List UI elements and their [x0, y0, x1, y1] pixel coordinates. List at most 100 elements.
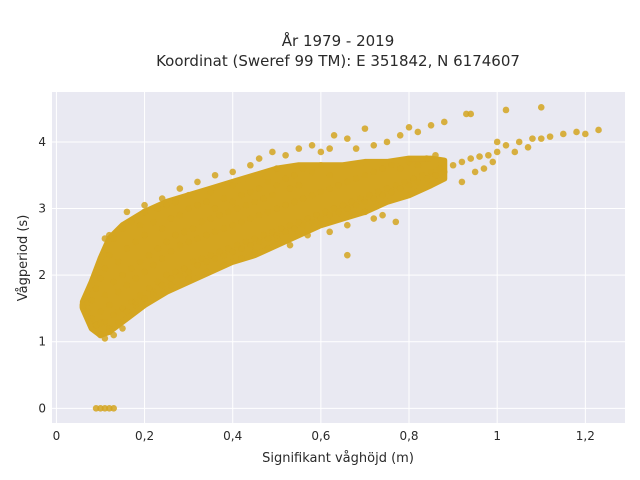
scatter-point	[458, 178, 466, 186]
scatter-point	[317, 148, 325, 156]
scatter-point	[273, 205, 281, 212]
scatter-point	[154, 245, 162, 252]
scatter-point	[220, 225, 228, 232]
scatter-point	[361, 208, 369, 216]
scatter-point	[123, 245, 131, 252]
scatter-point	[405, 158, 413, 166]
scatter-point	[405, 181, 413, 189]
scatter-point	[229, 181, 237, 189]
scatter-point	[167, 275, 175, 282]
scatter-point	[264, 245, 272, 252]
scatter-point	[97, 319, 104, 327]
scatter-point	[92, 285, 100, 292]
scatter-point	[158, 255, 166, 262]
scatter-point	[299, 195, 307, 202]
scatter-point	[511, 148, 519, 156]
scatter-point	[163, 238, 170, 246]
scatter-point	[238, 255, 245, 262]
scatter-point	[304, 231, 311, 239]
scatter-point	[154, 205, 162, 212]
scatter-point	[79, 301, 87, 309]
scatter-point	[141, 268, 148, 276]
scatter-point	[114, 318, 122, 326]
scatter-point	[344, 135, 351, 142]
scatter-point	[92, 405, 100, 412]
scatter-point	[141, 208, 148, 216]
scatter-point	[132, 275, 140, 282]
scatter-point	[97, 308, 104, 316]
chart-title-line-1: År 1979 - 2019	[282, 31, 395, 50]
scatter-point	[211, 255, 219, 262]
scatter-point	[247, 161, 254, 169]
scatter-point	[202, 268, 210, 276]
scatter-point	[185, 191, 192, 199]
scatter-point	[414, 128, 422, 136]
scatter-point	[101, 235, 109, 242]
scatter-point	[225, 208, 232, 216]
scatter-point	[582, 130, 589, 138]
scatter-point	[370, 141, 378, 149]
scatter-point	[207, 188, 214, 196]
scatter-point	[145, 251, 153, 259]
scatter-point	[432, 171, 439, 179]
scatter-point	[317, 188, 325, 196]
scatter-point	[106, 301, 113, 309]
scatter-point	[255, 238, 263, 246]
scatter-point	[260, 195, 267, 202]
scatter-point	[335, 208, 342, 216]
scatter-point	[502, 106, 510, 114]
scatter-point	[440, 168, 448, 176]
scatter-point	[524, 143, 532, 151]
scatter-point	[167, 248, 175, 256]
data-points	[79, 104, 602, 412]
scatter-point	[238, 218, 245, 226]
scatter-point	[255, 155, 263, 162]
scatter-point	[379, 165, 386, 172]
scatter-point	[396, 185, 404, 192]
scatter-point	[326, 228, 333, 236]
x-tick-label: 0	[53, 429, 61, 443]
scatter-point	[423, 175, 430, 182]
scatter-point	[97, 275, 104, 282]
scatter-point	[414, 161, 422, 169]
scatter-point	[106, 325, 113, 332]
y-tick-label: 4	[38, 135, 46, 149]
scatter-point	[467, 155, 475, 162]
scatter-point	[114, 288, 122, 296]
scatter-point	[150, 261, 157, 269]
scatter-point	[110, 405, 118, 412]
scatter-point	[269, 148, 276, 156]
scatter-point	[493, 138, 501, 146]
scatter-point	[529, 135, 536, 142]
scatter-point	[317, 215, 325, 222]
scatter-point	[202, 231, 210, 239]
scatter-point	[150, 218, 157, 226]
x-tick-label: 0,6	[311, 429, 330, 443]
scatter-point	[220, 261, 228, 269]
scatter-point	[247, 241, 254, 249]
scatter-point	[136, 258, 144, 266]
scatter-point	[185, 268, 192, 276]
scatter-point	[282, 228, 289, 236]
scatter-point	[136, 221, 144, 229]
scatter-point	[229, 198, 237, 206]
scatter-point	[101, 335, 109, 342]
scatter-point	[299, 221, 307, 229]
scatter-point	[211, 171, 219, 179]
scatter-point	[308, 168, 316, 176]
scatter-point	[291, 171, 298, 179]
scatter-point	[458, 158, 466, 166]
scatter-point	[308, 218, 316, 226]
scatter-point	[352, 201, 360, 209]
scatter-point	[176, 211, 184, 219]
scatter-point	[176, 241, 184, 249]
scatter-point	[370, 195, 378, 202]
scatter-point	[255, 211, 263, 219]
scatter-point	[383, 138, 391, 146]
scatter-point	[123, 208, 131, 216]
scatter-point	[180, 228, 188, 236]
scatter-point	[194, 201, 201, 209]
scatter-point	[110, 331, 118, 339]
scatter-point	[172, 231, 179, 239]
scatter-point	[158, 195, 166, 202]
